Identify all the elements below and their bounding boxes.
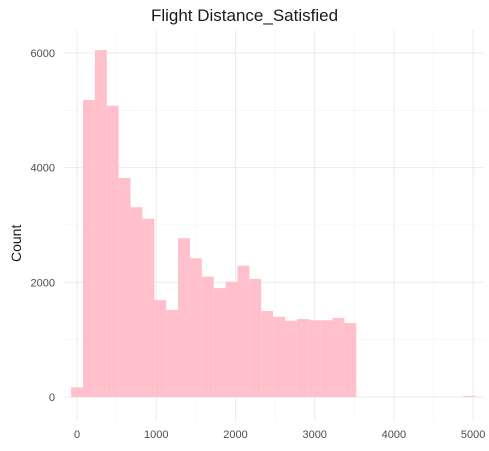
- y-tick-label: 4000: [31, 163, 55, 175]
- y-tick-label: 2000: [31, 277, 55, 289]
- x-tick-labels: 0 1000 2000 3000 4000 5000: [74, 429, 485, 441]
- histogram-bar: [189, 258, 202, 398]
- histogram-bar: [83, 99, 95, 398]
- histogram-bar: [296, 319, 309, 398]
- histogram-bar: [237, 265, 250, 398]
- histogram-bar: [130, 207, 143, 398]
- histogram-bar: [273, 316, 285, 398]
- histogram-bar: [118, 177, 131, 398]
- histogram-bar: [201, 276, 214, 398]
- histogram-bar: [320, 320, 333, 398]
- histogram-bar: [308, 320, 321, 398]
- y-tick-label: 0: [49, 392, 55, 404]
- histogram-bar: [106, 105, 119, 398]
- x-tick-label: 0: [74, 429, 80, 441]
- histogram-bar: [166, 309, 179, 398]
- histogram-bar: [178, 238, 190, 398]
- x-tick-label: 5000: [461, 429, 485, 441]
- histogram-bar: [344, 323, 357, 398]
- histogram-bar: [94, 50, 107, 398]
- histogram-bar: [332, 317, 345, 398]
- histogram-bar: [225, 281, 238, 398]
- histogram-bar: [71, 387, 84, 398]
- histogram-bar: [154, 300, 167, 398]
- y-tick-labels: 0 2000 4000 6000: [31, 48, 55, 404]
- bars-layer: [71, 50, 476, 398]
- histogram-bar: [249, 278, 262, 398]
- y-tick-label: 6000: [31, 48, 55, 60]
- x-tick-label: 3000: [302, 429, 326, 441]
- histogram-bar: [463, 395, 476, 398]
- histogram-bar: [213, 288, 226, 398]
- x-tick-label: 1000: [144, 429, 168, 441]
- x-tick-label: 2000: [223, 429, 247, 441]
- chart-title: Flight Distance_Satisfied: [150, 6, 339, 25]
- x-tick-label: 4000: [382, 429, 406, 441]
- histogram-bar: [284, 320, 297, 398]
- histogram-bar: [142, 218, 155, 398]
- histogram-bar: [261, 311, 274, 398]
